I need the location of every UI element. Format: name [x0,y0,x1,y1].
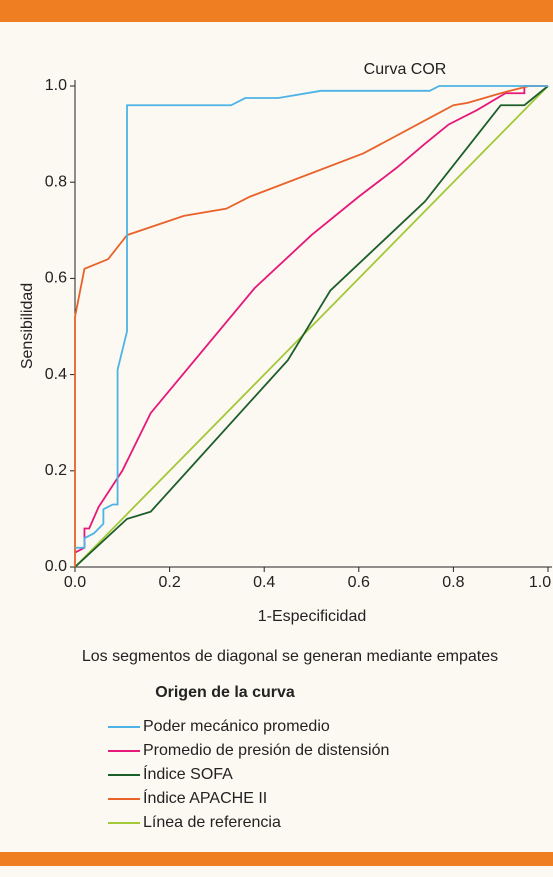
legend-label: Línea de referencia [143,814,281,831]
y-tick-label: 1.0 [45,77,67,94]
y-tick-label: 0.6 [45,270,67,287]
y-tick-label: 0.0 [45,558,67,575]
legend-label: Índice APACHE II [143,788,267,807]
y-tick-label: 0.2 [45,462,67,479]
curve [74,85,549,568]
legend-label: Índice SOFA [143,764,233,783]
x-tick-label: 0.8 [442,574,464,591]
legend-label: Promedio de presión de distensión [143,742,389,759]
curve [74,85,548,554]
x-tick-label: 0.2 [158,574,180,591]
y-tick-label: 0.4 [45,366,67,383]
x-tick-label: 1.0 [529,574,551,591]
y-tick-label: 0.8 [45,173,67,190]
note: Los segmentos de diagonal se generan med… [82,648,498,665]
x-axis-label: 1-Especificidad [258,608,367,625]
curve [75,85,548,549]
x-tick-label: 0.6 [348,574,370,591]
chart-title: Curva COR [364,61,447,78]
legend-label: Poder mecánico promedio [143,718,330,735]
y-axis-label: Sensibilidad [19,283,36,369]
x-tick-label: 0.0 [64,574,86,591]
bottom-band [0,852,553,866]
curve [74,85,549,568]
top-band [0,0,553,22]
x-tick-label: 0.4 [253,574,275,591]
curve [74,85,548,567]
legend-title: Origen de la curva [155,684,295,701]
